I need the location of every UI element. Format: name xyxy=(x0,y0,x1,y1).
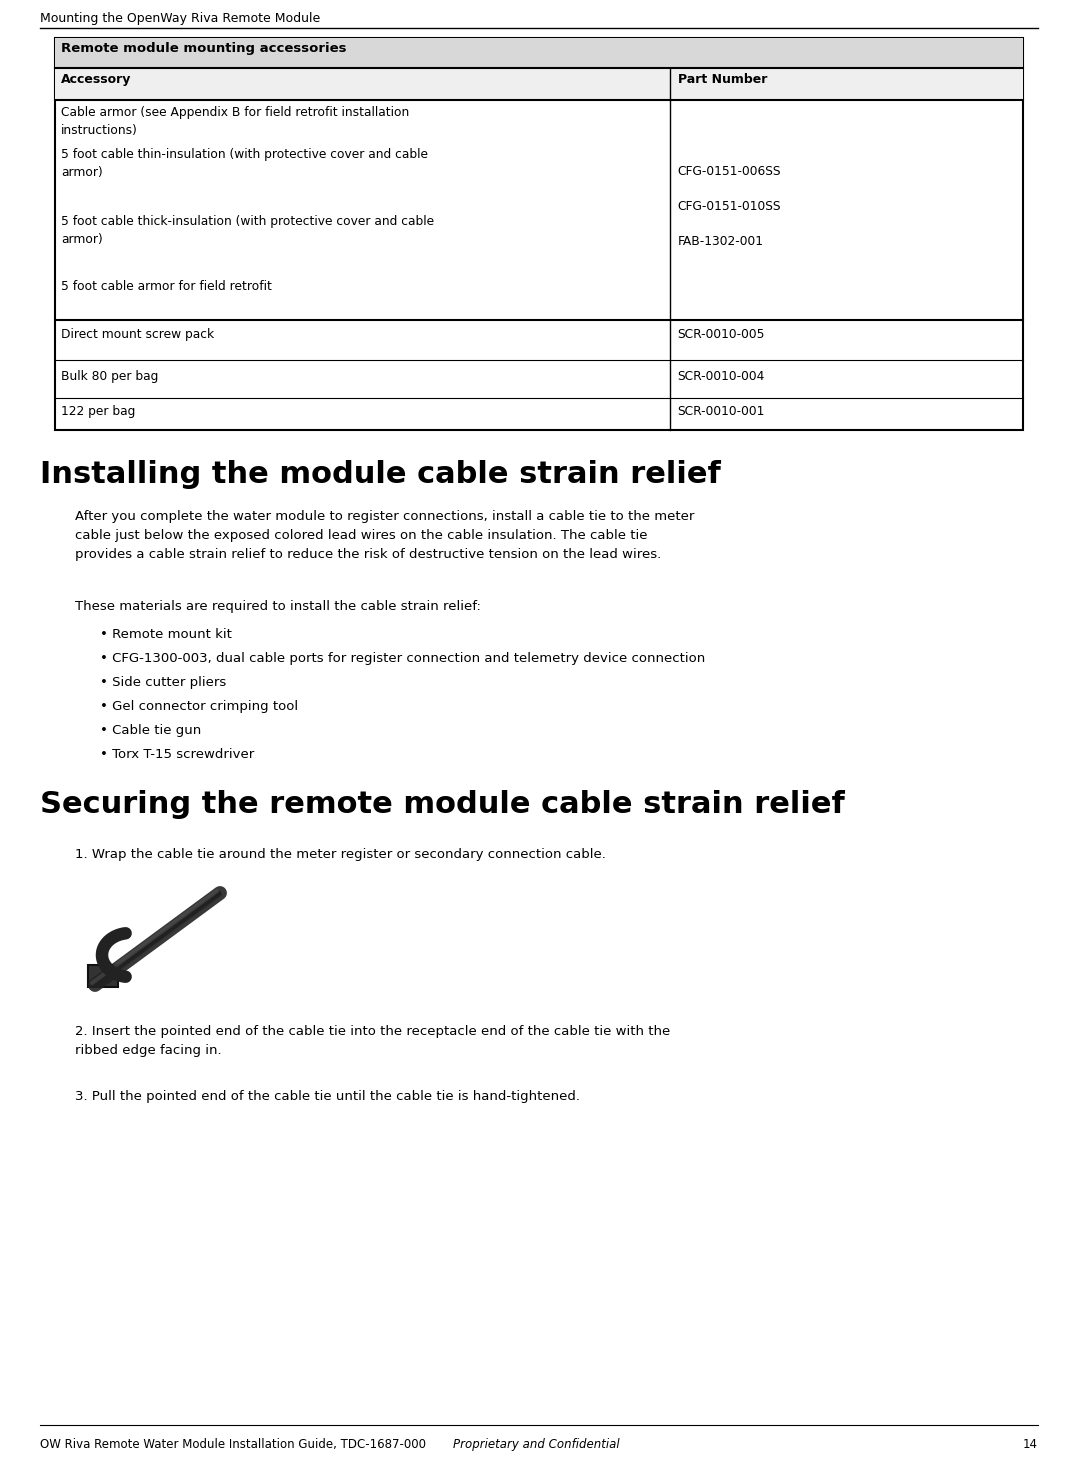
Text: Direct mount screw pack: Direct mount screw pack xyxy=(61,329,215,340)
Text: 5 foot cable thick-insulation (with protective cover and cable
armor): 5 foot cable thick-insulation (with prot… xyxy=(61,215,435,245)
Bar xyxy=(55,38,1023,430)
Text: 5 foot cable armor for field retrofit: 5 foot cable armor for field retrofit xyxy=(61,281,271,294)
Text: Remote module mounting accessories: Remote module mounting accessories xyxy=(61,42,347,56)
Text: 1. Wrap the cable tie around the meter register or secondary connection cable.: 1. Wrap the cable tie around the meter r… xyxy=(75,847,606,861)
Text: Bulk 80 per bag: Bulk 80 per bag xyxy=(61,370,159,383)
Text: Securing the remote module cable strain relief: Securing the remote module cable strain … xyxy=(40,790,844,820)
Text: After you complete the water module to register connections, install a cable tie: After you complete the water module to r… xyxy=(75,510,694,561)
Text: 2. Insert the pointed end of the cable tie into the receptacle end of the cable : 2. Insert the pointed end of the cable t… xyxy=(75,1026,671,1056)
Text: SCR-0010-004: SCR-0010-004 xyxy=(678,370,765,383)
Text: • Torx T-15 screwdriver: • Torx T-15 screwdriver xyxy=(100,748,254,761)
Text: Mounting the OpenWay Riva Remote Module: Mounting the OpenWay Riva Remote Module xyxy=(40,12,320,25)
Text: Proprietary and Confidential: Proprietary and Confidential xyxy=(453,1438,620,1451)
Bar xyxy=(55,38,1023,69)
Text: SCR-0010-001: SCR-0010-001 xyxy=(678,405,765,418)
Text: 14: 14 xyxy=(1023,1438,1038,1451)
Text: • CFG-1300-003, dual cable ports for register connection and telemetry device co: • CFG-1300-003, dual cable ports for reg… xyxy=(100,652,705,665)
Text: Accessory: Accessory xyxy=(61,73,131,86)
Text: 122 per bag: 122 per bag xyxy=(61,405,135,418)
Text: 5 foot cable thin-insulation (with protective cover and cable
armor): 5 foot cable thin-insulation (with prote… xyxy=(61,148,428,180)
Text: • Cable tie gun: • Cable tie gun xyxy=(100,725,202,736)
Text: • Side cutter pliers: • Side cutter pliers xyxy=(100,676,226,690)
Text: 3. Pull the pointed end of the cable tie until the cable tie is hand-tightened.: 3. Pull the pointed end of the cable tie… xyxy=(75,1090,580,1103)
Text: CFG-0151-006SS: CFG-0151-006SS xyxy=(678,165,781,178)
Bar xyxy=(55,69,1023,99)
Text: Part Number: Part Number xyxy=(678,73,767,86)
Text: SCR-0010-005: SCR-0010-005 xyxy=(678,329,765,340)
Text: CFG-0151-010SS: CFG-0151-010SS xyxy=(678,200,781,213)
Text: FAB-1302-001: FAB-1302-001 xyxy=(678,235,764,248)
Text: Cable armor (see Appendix B for field retrofit installation
instructions): Cable armor (see Appendix B for field re… xyxy=(61,107,409,137)
Text: • Remote mount kit: • Remote mount kit xyxy=(100,628,232,641)
Text: • Gel connector crimping tool: • Gel connector crimping tool xyxy=(100,700,298,713)
Text: These materials are required to install the cable strain relief:: These materials are required to install … xyxy=(75,600,481,614)
Bar xyxy=(88,966,118,988)
Text: OW Riva Remote Water Module Installation Guide, TDC-1687-000: OW Riva Remote Water Module Installation… xyxy=(40,1438,426,1451)
Text: Installing the module cable strain relief: Installing the module cable strain relie… xyxy=(40,460,721,489)
